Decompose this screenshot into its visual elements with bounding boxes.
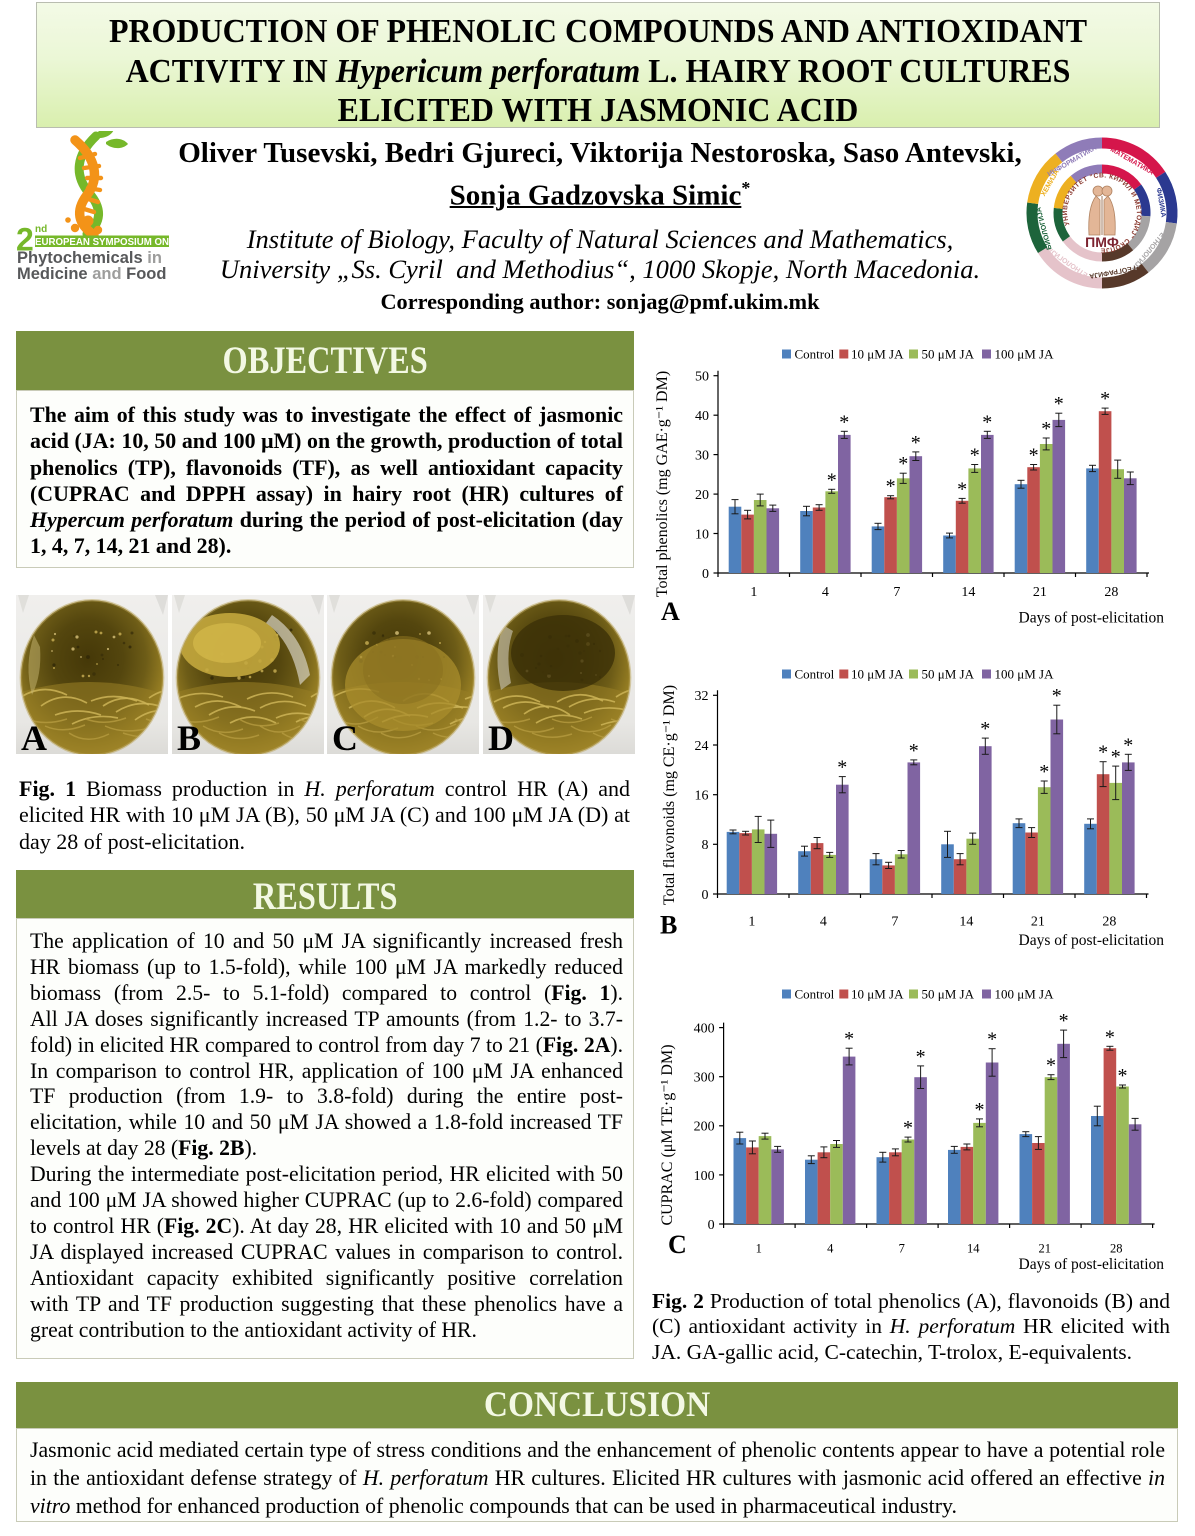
svg-text:B: B <box>660 911 677 940</box>
svg-text:50 μM JA: 50 μM JA <box>922 347 975 362</box>
svg-text:*: * <box>909 740 919 762</box>
svg-text:24: 24 <box>695 739 709 754</box>
svg-text:*: * <box>1100 388 1110 410</box>
svg-text:21: 21 <box>1031 915 1045 930</box>
svg-text:200: 200 <box>694 1120 715 1135</box>
svg-text:*: * <box>1041 418 1051 440</box>
svg-text:14: 14 <box>961 585 975 600</box>
svg-text:7: 7 <box>893 585 900 600</box>
svg-text:30: 30 <box>695 449 709 464</box>
svg-text:Total phenolics (mg GAE·g⁻¹ DM: Total phenolics (mg GAE·g⁻¹ DM) <box>654 371 671 597</box>
svg-text:Total flavonoids (mg CE·g⁻¹ DM: Total flavonoids (mg CE·g⁻¹ DM) <box>661 685 678 905</box>
svg-text:1: 1 <box>750 585 757 600</box>
svg-text:10 μM JA: 10 μM JA <box>851 987 904 1002</box>
svg-text:10 μM JA: 10 μM JA <box>851 667 904 682</box>
svg-text:14: 14 <box>959 915 973 930</box>
svg-text:100 μM JA: 100 μM JA <box>995 987 1055 1002</box>
svg-text:Medicine and Food: Medicine and Food <box>17 265 166 283</box>
svg-text:28: 28 <box>1104 585 1118 600</box>
svg-text:*: * <box>886 476 896 498</box>
svg-text:*: * <box>1123 734 1133 756</box>
svg-text:*: * <box>827 469 837 491</box>
svg-text:1: 1 <box>748 915 755 930</box>
svg-text:*: * <box>916 1046 926 1068</box>
svg-text:0: 0 <box>708 1218 715 1233</box>
svg-text:40: 40 <box>695 409 709 424</box>
svg-text:100 μM JA: 100 μM JA <box>995 347 1055 362</box>
svg-text:50: 50 <box>695 370 709 385</box>
svg-text:100 μM JA: 100 μM JA <box>995 667 1055 682</box>
svg-text:*: * <box>1059 1010 1069 1032</box>
svg-text:D: D <box>488 718 514 754</box>
svg-text:4: 4 <box>827 1242 834 1256</box>
svg-text:EUROPEAN SYMPOSIUM ON: EUROPEAN SYMPOSIUM ON <box>35 237 169 248</box>
svg-text:10: 10 <box>695 527 709 542</box>
svg-text:A: A <box>21 718 47 754</box>
svg-text:*: * <box>839 411 849 433</box>
svg-text:C: C <box>332 718 358 754</box>
svg-text:Control: Control <box>795 987 835 1002</box>
svg-text:300: 300 <box>694 1071 715 1086</box>
svg-text:B: B <box>177 718 201 754</box>
svg-text:*: * <box>844 1028 854 1050</box>
svg-text:Phytochemicals in: Phytochemicals in <box>17 249 162 267</box>
svg-text:*: * <box>837 757 847 779</box>
svg-text:*: * <box>903 1117 913 1139</box>
svg-text:16: 16 <box>695 789 709 804</box>
svg-text:50 μM JA: 50 μM JA <box>922 987 975 1002</box>
svg-text:ПМФ: ПМФ <box>1085 234 1119 250</box>
svg-text:14: 14 <box>967 1242 980 1256</box>
svg-text:*: * <box>1111 746 1121 768</box>
svg-text:nd: nd <box>35 224 47 235</box>
svg-text:Days of post-elicitation: Days of post-elicitation <box>1019 1256 1165 1273</box>
svg-text:*: * <box>898 453 908 475</box>
svg-text:0: 0 <box>702 567 709 582</box>
svg-text:28: 28 <box>1110 1242 1123 1256</box>
svg-text:*: * <box>982 411 992 433</box>
svg-text:4: 4 <box>820 915 827 930</box>
svg-text:CUPRAC (μM TE·g⁻¹ DM): CUPRAC (μM TE·g⁻¹ DM) <box>659 1044 676 1225</box>
svg-text:100: 100 <box>694 1169 715 1184</box>
svg-text:0: 0 <box>702 888 709 903</box>
svg-text:28: 28 <box>1102 915 1116 930</box>
svg-text:*: * <box>1046 1055 1056 1077</box>
svg-text:*: * <box>980 718 990 740</box>
svg-text:Days of post-elicitation: Days of post-elicitation <box>1019 932 1165 949</box>
svg-text:*: * <box>1052 685 1062 707</box>
svg-text:*: * <box>1039 761 1049 783</box>
svg-text:10 μM JA: 10 μM JA <box>851 347 904 362</box>
svg-text:50 μM JA: 50 μM JA <box>922 667 975 682</box>
svg-text:20: 20 <box>695 488 709 503</box>
svg-text:32: 32 <box>695 689 709 704</box>
svg-text:*: * <box>957 478 967 500</box>
svg-text:*: * <box>970 445 980 467</box>
svg-text:*: * <box>1029 445 1039 467</box>
svg-text:*: * <box>1098 742 1108 764</box>
svg-text:Control: Control <box>795 347 835 362</box>
svg-text:4: 4 <box>822 585 829 600</box>
svg-text:2: 2 <box>16 222 34 258</box>
svg-text:C: C <box>668 1230 687 1259</box>
svg-text:400: 400 <box>694 1022 715 1037</box>
svg-text:*: * <box>975 1099 985 1121</box>
svg-text:Control: Control <box>795 667 835 682</box>
svg-text:1: 1 <box>756 1242 762 1256</box>
svg-text:*: * <box>911 432 921 454</box>
svg-text:*: * <box>1054 393 1064 415</box>
svg-text:7: 7 <box>899 1242 905 1256</box>
svg-text:8: 8 <box>702 838 709 853</box>
svg-text:*: * <box>1105 1026 1115 1048</box>
svg-text:7: 7 <box>891 915 898 930</box>
svg-text:A: A <box>661 597 680 626</box>
svg-text:Days of post-elicitation: Days of post-elicitation <box>1019 610 1165 627</box>
svg-text:*: * <box>987 1029 997 1051</box>
svg-text:21: 21 <box>1038 1242 1051 1256</box>
svg-text:*: * <box>1118 1065 1128 1087</box>
svg-text:21: 21 <box>1033 585 1047 600</box>
